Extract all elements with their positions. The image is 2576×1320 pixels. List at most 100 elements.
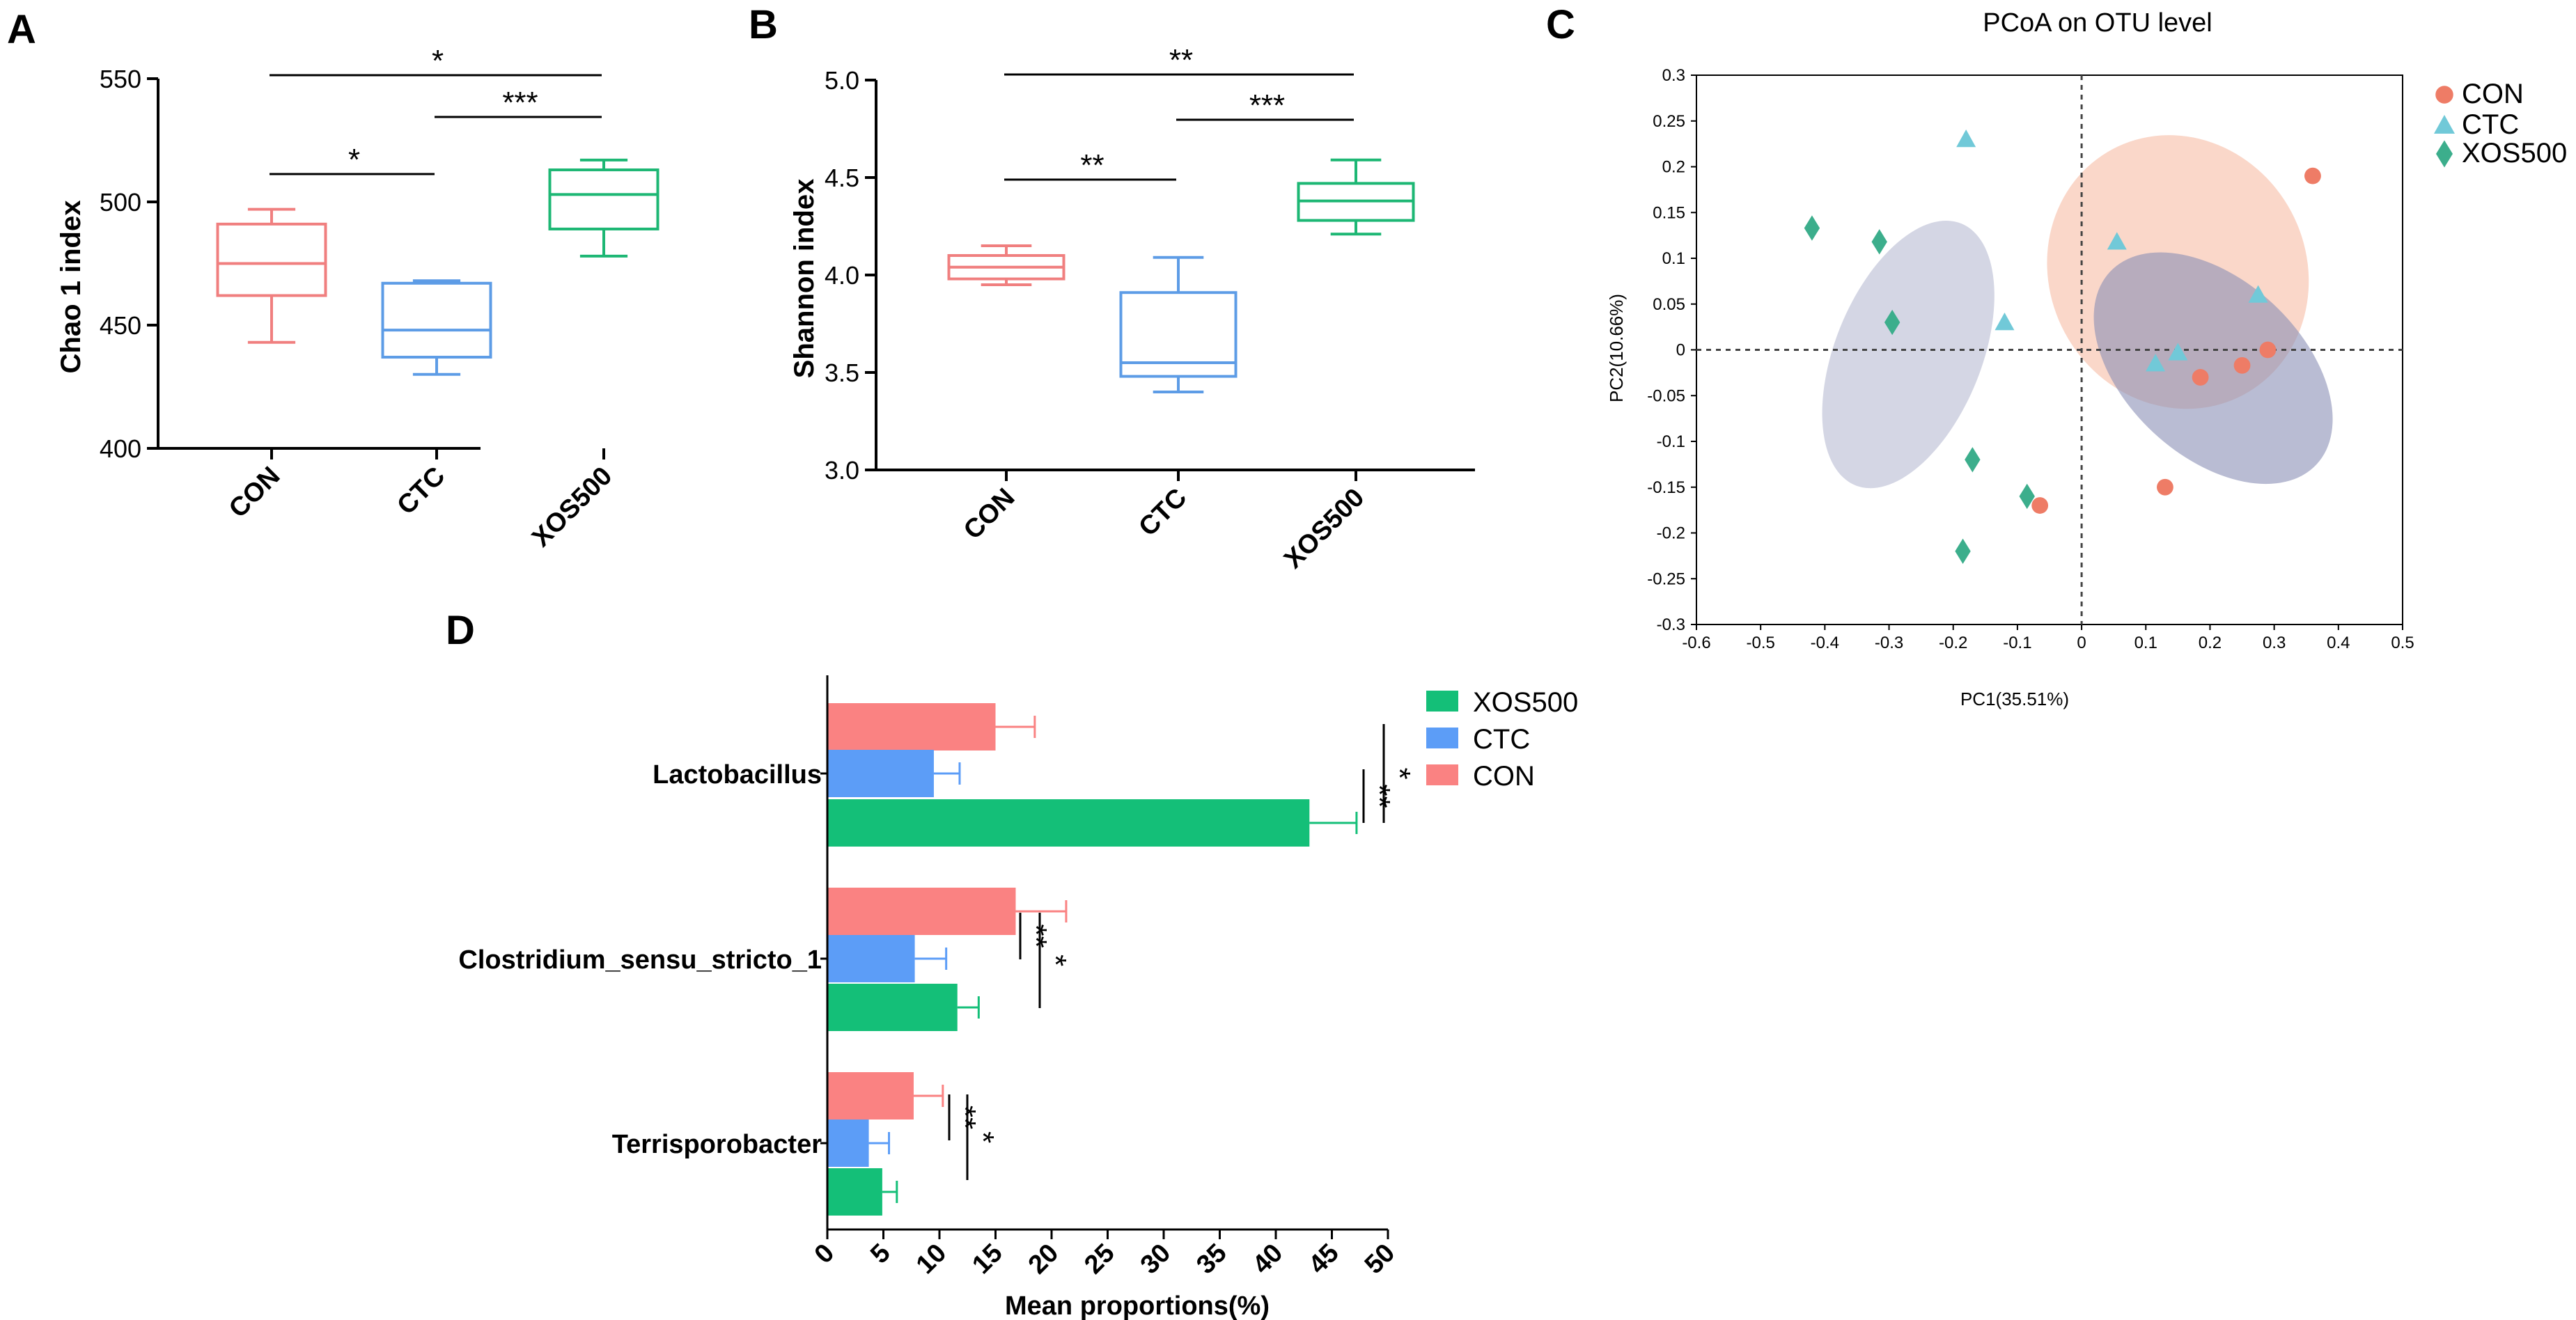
panel-a-y-axis-label: Chao 1 index	[56, 201, 86, 374]
significance-stars: ***	[502, 86, 538, 120]
pcoa-x-tick-label: 0.2	[2199, 634, 2222, 652]
pcoa-y-tick-label: 0	[1676, 341, 1685, 360]
legend-marker-con	[2435, 86, 2453, 104]
legend-label-xos500: XOS500	[2462, 138, 2567, 168]
y-tick-label: 3.0	[825, 456, 859, 485]
y-tick-label: 550	[100, 65, 141, 93]
panel-letter-b: B	[749, 2, 778, 47]
significance-stars: **	[1080, 148, 1104, 182]
bar-con	[827, 1072, 914, 1119]
bar-ctc	[827, 1119, 869, 1167]
pcoa-x-tick-label: 0.5	[2391, 634, 2414, 652]
pcoa-y-tick-label: 0.3	[1662, 66, 1685, 85]
legend-marker-xos500	[2436, 140, 2453, 168]
legend-label-ctc: CTC	[2462, 109, 2519, 140]
pcoa-point-ctc	[2146, 354, 2166, 372]
box-con	[216, 222, 327, 297]
pcoa-point-ctc	[2107, 232, 2127, 250]
y-tick-label: 5.0	[825, 66, 859, 95]
pcoa-title: PCoA on OTU level	[1983, 8, 2212, 38]
bar-x-tick-label: 0	[809, 1239, 841, 1270]
pcoa-x-tick-label: -0.1	[2003, 634, 2031, 652]
pcoa-point-xos500	[2019, 483, 2035, 510]
legend-label-con: CON	[2462, 79, 2524, 109]
x-tick-label: CON	[224, 462, 286, 524]
legend-label-xos500: XOS500	[1473, 687, 1578, 718]
significance-stars: *	[1382, 767, 1416, 779]
legend-label-ctc: CTC	[1473, 724, 1530, 755]
significance-stars: **	[948, 1106, 982, 1129]
bar-x-tick-label: 30	[1135, 1239, 1177, 1280]
pcoa-y-tick-label: 0.25	[1653, 112, 1685, 131]
pcoa-point-con	[2259, 341, 2277, 359]
significance-stars: *	[966, 1131, 1000, 1143]
confidence-ellipse-ctc	[2093, 252, 2333, 485]
bar-xos500	[827, 984, 958, 1031]
y-tick-label: 4.0	[825, 261, 859, 290]
pcoa-y-tick-label: 0.15	[1653, 203, 1685, 222]
pcoa-x-tick-label: -0.4	[1811, 634, 1839, 652]
legend-swatch-xos500	[1426, 691, 1458, 712]
pcoa-y-tick-label: 0.05	[1653, 295, 1685, 314]
pcoa-x-tick-label: -0.2	[1939, 634, 1967, 652]
significance-stars: *	[1038, 954, 1072, 966]
bar-x-tick-label: 45	[1303, 1239, 1345, 1280]
y-tick-label: 450	[100, 311, 141, 340]
bar-x-tick-label: 10	[911, 1239, 953, 1280]
x-tick-label: CTC	[1133, 483, 1192, 542]
pcoa-y-tick-label: -0.1	[1657, 432, 1685, 451]
pcoa-x-tick-label: -0.3	[1875, 634, 1903, 652]
bar-ctc	[827, 750, 934, 797]
pcoa-x-tick-label: -0.6	[1682, 634, 1710, 652]
significance-stars: **	[1169, 43, 1193, 77]
significance-stars: **	[1362, 784, 1396, 808]
x-tick-label: CON	[958, 483, 1020, 545]
bar-xos500	[827, 1168, 882, 1216]
significance-stars: ***	[1249, 88, 1285, 123]
box-ctc	[1119, 291, 1238, 378]
pcoa-point-con	[2304, 167, 2321, 184]
pcoa-y-tick-label: -0.05	[1647, 386, 1685, 405]
pcoa-point-ctc	[2248, 285, 2268, 303]
bar-x-tick-label: 5	[865, 1239, 896, 1270]
pcoa-x-axis-label: PC1(35.51%)	[1960, 689, 2069, 709]
confidence-ellipse-xos500	[1822, 220, 1995, 489]
bar-con	[827, 888, 1016, 935]
pcoa-y-axis-label: PC2(10.66%)	[1606, 294, 1627, 402]
pcoa-y-tick-label: 0.1	[1662, 249, 1685, 268]
y-tick-label: 400	[100, 434, 141, 463]
panel-d-bar-chart: Mean proportions(%) Lactobacillus Clostri…	[458, 675, 1578, 1320]
x-tick-label: XOS500	[526, 462, 618, 553]
panel-b-box-plot: Shannon index 3.0 3.5 4.0 4.5 5.0 CON CTC XOS50…	[789, 43, 1475, 574]
panel-letter-a: A	[7, 7, 36, 52]
bar-x-tick-label: 50	[1359, 1239, 1401, 1280]
bar-ctc	[827, 935, 915, 982]
pcoa-point-xos500	[1955, 538, 1971, 564]
pcoa-point-xos500	[1871, 229, 1887, 255]
pcoa-point-xos500	[1804, 215, 1820, 241]
panel-letter-d: D	[446, 608, 475, 653]
bar-x-tick-label: 20	[1023, 1239, 1065, 1280]
pcoa-y-tick-label: -0.3	[1657, 615, 1685, 634]
x-tick-label: CTC	[391, 462, 451, 521]
legend-label-con: CON	[1473, 761, 1535, 792]
bar-x-tick-label: 15	[967, 1239, 1008, 1280]
pcoa-point-xos500	[1884, 309, 1900, 336]
pcoa-x-tick-label: 0.4	[2327, 634, 2350, 652]
pcoa-x-tick-label: 0	[2077, 634, 2086, 652]
category-label: Lactobacillus	[653, 760, 822, 789]
significance-stars: **	[1019, 924, 1053, 948]
box-xos500	[548, 168, 659, 230]
legend-marker-ctc	[2434, 115, 2455, 134]
legend-swatch-con	[1426, 764, 1458, 785]
category-label: Clostridium_sensu_stricto_1	[458, 945, 822, 975]
pcoa-x-tick-label: -0.5	[1747, 634, 1775, 652]
bar-x-tick-label: 35	[1191, 1239, 1233, 1280]
pcoa-x-tick-label: 0.3	[2263, 634, 2286, 652]
pcoa-point-ctc	[1995, 313, 2015, 331]
y-tick-label: 3.5	[825, 359, 859, 387]
pcoa-point-con	[2157, 478, 2173, 496]
x-tick-label: XOS500	[1279, 483, 1370, 574]
